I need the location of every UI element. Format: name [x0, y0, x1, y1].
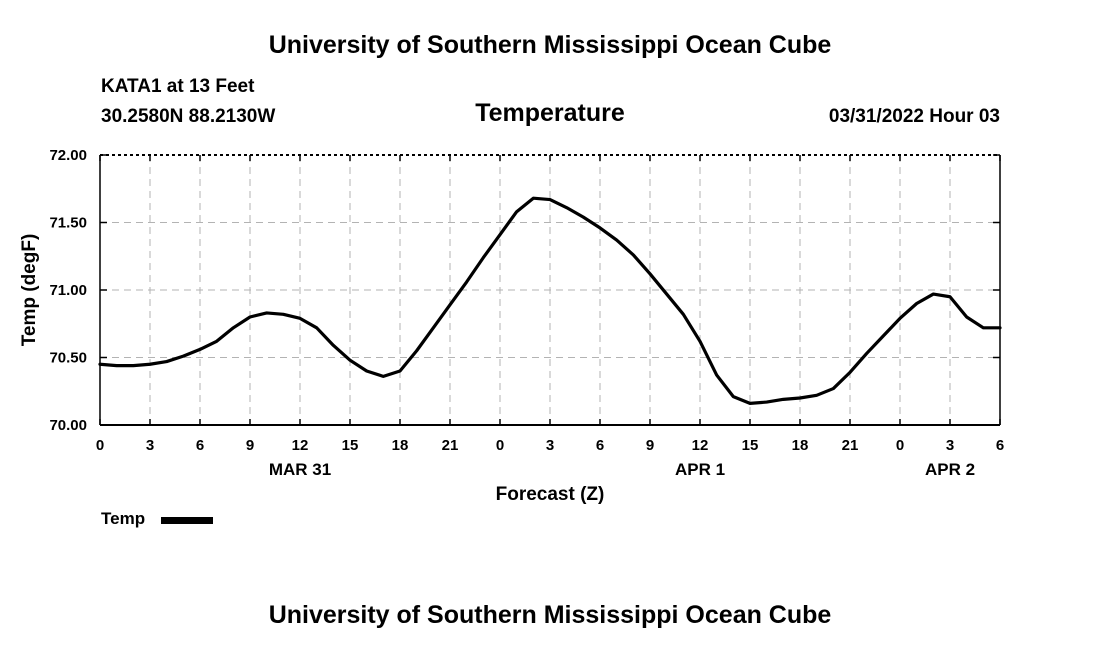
- x-tick-label: 18: [792, 437, 809, 454]
- series-layer: [98, 196, 1002, 405]
- footer-title: University of Southern Mississippi Ocean…: [268, 601, 832, 629]
- legend-label: Temp: [101, 509, 146, 528]
- x-tick-label: 3: [546, 437, 554, 454]
- legend-swatch: [161, 517, 213, 524]
- x-tick-label: 0: [96, 437, 104, 454]
- x-tick-label: 21: [442, 437, 459, 454]
- y-tick-label: 70.00: [49, 417, 87, 434]
- datetime-label: 03/31/2022 Hour 03: [828, 106, 1000, 127]
- x-tick-label: 9: [646, 437, 654, 454]
- tick-labels: 0 3 6 9 12 15 18 21 0 3 6 9 12 15 18 21 0 3 6 70.00 70.50 71.…: [49, 147, 1004, 479]
- chart-main-title: University of Southern Mississippi Ocean…: [268, 31, 832, 59]
- x-tick-label: 3: [946, 437, 954, 454]
- grid-lines: [100, 155, 1000, 425]
- x-tick-label: 15: [342, 437, 359, 454]
- tick-marks: [99, 154, 1001, 426]
- chart-subtitle: Temperature: [475, 99, 625, 127]
- day-label: APR 2: [925, 460, 975, 479]
- x-tick-label: 0: [896, 437, 904, 454]
- x-tick-label: 18: [392, 437, 409, 454]
- x-tick-label: 15: [742, 437, 759, 454]
- x-tick-label: 9: [246, 437, 254, 454]
- x-tick-label: 6: [596, 437, 604, 454]
- day-label: APR 1: [675, 460, 725, 479]
- y-tick-label: 71.50: [49, 215, 87, 232]
- series-line-temp: [98, 196, 1002, 405]
- y-tick-label: 70.50: [49, 350, 87, 367]
- y-tick-label: 71.00: [49, 282, 87, 299]
- day-label: MAR 31: [269, 460, 331, 479]
- x-tick-label: 6: [196, 437, 204, 454]
- x-tick-label: 12: [692, 437, 709, 454]
- x-tick-label: 0: [496, 437, 504, 454]
- y-tick-label: 72.00: [49, 147, 87, 164]
- x-tick-label: 3: [146, 437, 154, 454]
- station-label: KATA1 at 13 Feet: [101, 76, 255, 97]
- x-tick-label: 6: [996, 437, 1004, 454]
- x-tick-label: 12: [292, 437, 309, 454]
- y-axis-label: Temp (degF): [19, 234, 40, 347]
- x-axis-label: Forecast (Z): [496, 484, 605, 505]
- coordinates-label: 30.2580N 88.2130W: [101, 106, 276, 127]
- x-tick-label: 21: [842, 437, 859, 454]
